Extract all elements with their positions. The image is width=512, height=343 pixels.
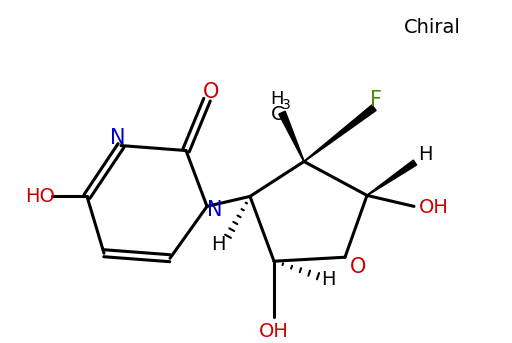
Text: H: H: [270, 90, 284, 108]
Text: N: N: [207, 200, 223, 220]
Polygon shape: [279, 111, 304, 162]
Text: H: H: [321, 270, 335, 289]
Text: O: O: [203, 82, 219, 102]
Text: F: F: [370, 90, 382, 110]
Text: H: H: [418, 145, 432, 164]
Text: O: O: [350, 257, 366, 277]
Text: N: N: [110, 128, 126, 147]
Text: H: H: [211, 235, 225, 254]
Polygon shape: [304, 105, 376, 162]
Text: 3: 3: [282, 98, 290, 112]
Text: Chiral: Chiral: [403, 19, 460, 37]
Polygon shape: [367, 160, 417, 196]
Text: C: C: [271, 105, 285, 124]
Text: OH: OH: [419, 198, 449, 217]
Text: HO: HO: [25, 187, 55, 206]
Text: OH: OH: [259, 321, 289, 341]
